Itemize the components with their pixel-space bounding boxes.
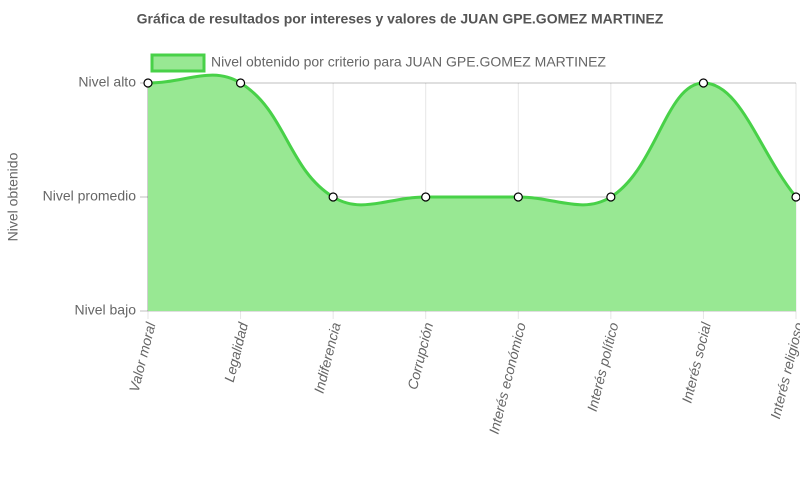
point	[328, 192, 338, 202]
point	[421, 192, 431, 202]
point	[513, 192, 523, 202]
x-tick-label: Interés económico	[486, 321, 529, 436]
x-tick-label: Interés social	[678, 320, 714, 405]
point	[143, 78, 153, 88]
x-tick-label: Corrupción	[404, 321, 436, 392]
legend-swatch	[150, 53, 206, 73]
legend-label: Nivel obtenido por criterio para JUAN GP…	[211, 54, 606, 70]
chart-title: Gráfica de resultados por intereses y va…	[137, 11, 664, 27]
point	[235, 78, 246, 88]
y-tick-label: Nivel alto	[78, 74, 136, 90]
x-tick-label: Interés político	[584, 321, 622, 413]
y-tick-label: Nivel bajo	[75, 302, 137, 318]
x-tick-label: Interés religioso	[767, 321, 800, 421]
x-tick-label: Indiferencia	[311, 321, 344, 395]
y-axis-label: Nivel obtenido	[5, 152, 21, 241]
area	[148, 75, 796, 311]
x-tick-label: Legalidad	[221, 320, 252, 384]
y-tick-label: Nivel promedio	[43, 188, 137, 204]
point	[606, 192, 616, 202]
point	[791, 192, 800, 202]
x-tick-label: Valor moral	[126, 320, 159, 394]
point	[698, 78, 709, 88]
